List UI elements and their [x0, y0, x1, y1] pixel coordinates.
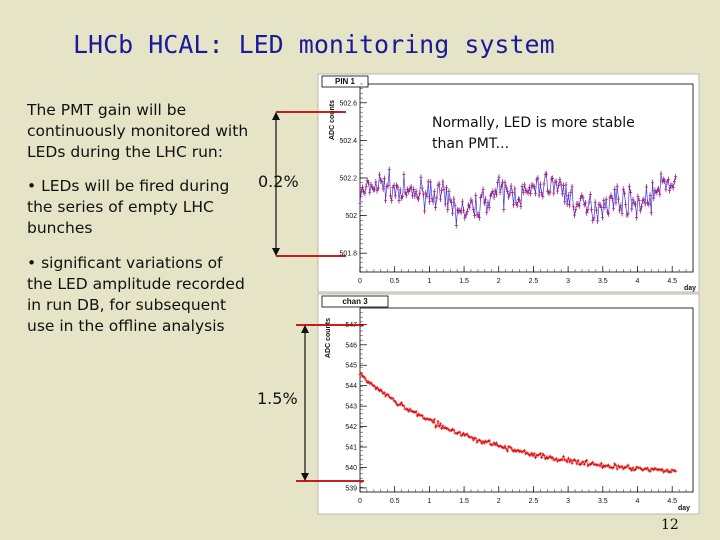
bullet-line: bunches [27, 219, 93, 237]
y-tick-label: 502.6 [339, 100, 357, 107]
x-tick-label: 4.5 [667, 278, 677, 285]
y-tick-label: 501.8 [339, 251, 357, 258]
pin1-xlabel: day [684, 285, 696, 292]
chan3-plot-border [317, 293, 700, 515]
x-tick-label: 0 [358, 278, 362, 285]
page-number: 12 [661, 517, 679, 533]
bullet-line: use in the offline analysis [27, 317, 225, 335]
arrow-head-down [301, 473, 309, 481]
x-tick-label: 4 [636, 278, 640, 285]
pin1-plot-background [318, 74, 699, 292]
pin1-ylabel: ADC counts [329, 100, 336, 140]
x-tick-label: 3 [566, 498, 570, 505]
y-tick-label: 543 [345, 404, 357, 411]
pin1-title: PIN 1 [335, 77, 356, 86]
pin1-title-box [321, 75, 369, 88]
x-tick-label: 4.5 [667, 498, 677, 505]
x-tick-label: 0 [358, 498, 362, 505]
chan3-title: chan 3 [342, 297, 368, 306]
bullet-line: in run DB, for subsequent [27, 296, 227, 314]
y-tick-label: 540 [345, 465, 357, 472]
intro-line: LEDs during the LHC run: [27, 143, 223, 161]
y-tick-label: 545 [345, 363, 357, 370]
x-tick-label: 0.5 [390, 278, 400, 285]
arrow-head-down [272, 248, 280, 256]
arrow-head-up [301, 325, 309, 333]
variation-top-label: 0.2% [258, 172, 299, 191]
y-tick-label: 546 [345, 342, 357, 349]
bullet-line: • significant variations of [27, 254, 223, 272]
x-tick-label: 2.5 [529, 278, 539, 285]
x-tick-label: 1 [427, 278, 431, 285]
x-tick-label: 3.5 [598, 498, 608, 505]
slide-title: LHCb HCAL: LED monitoring system [73, 30, 555, 59]
x-tick-label: 4 [636, 498, 640, 505]
bullet-line: • LEDs will be fired during [27, 177, 230, 195]
bullet-line: the series of empty LHC [27, 198, 214, 216]
chan3-ylabel: ADC counts [325, 318, 332, 358]
stability-note: Normally, LED is more stable than PMT... [432, 115, 635, 152]
x-tick-label: 2 [497, 498, 501, 505]
chan3-plot-background [318, 294, 699, 514]
x-tick-label: 1 [427, 498, 431, 505]
chan3-title-box [321, 295, 389, 308]
y-tick-label: 544 [345, 383, 357, 390]
x-tick-label: 1.5 [459, 498, 469, 505]
arrow-head-up [272, 112, 280, 120]
y-tick-label: 539 [345, 485, 357, 492]
intro-text: The PMT gain will be continuously monito… [27, 100, 248, 163]
x-tick-label: 1.5 [459, 278, 469, 285]
y-tick-label: 542 [345, 424, 357, 431]
pin1-plot-border [317, 73, 700, 293]
chan3-xlabel: day [678, 505, 690, 512]
y-tick-label: 502 [345, 213, 357, 220]
x-tick-label: 0.5 [390, 498, 400, 505]
y-tick-label: 502.2 [339, 176, 357, 183]
pin1-plot: PIN 1 ADC counts day 0 0.5 1 1.5 2 2.5 3 3.5 4 4.… [317, 73, 700, 293]
x-tick-label: 3 [566, 278, 570, 285]
x-tick-label: 3.5 [598, 278, 608, 285]
y-tick-label: 541 [345, 445, 357, 452]
chan3-plot: chan 3 ADC counts day 0 0.5 1 1.5 2 2.5 3 3.5 4 4… [317, 293, 700, 515]
bullet-line: the LED amplitude recorded [27, 275, 245, 293]
intro-line: The PMT gain will be [27, 101, 187, 119]
variation-bottom-label: 1.5% [257, 389, 298, 408]
x-tick-label: 2 [497, 278, 501, 285]
annotation-markers [272, 111, 364, 482]
x-tick-label: 2.5 [529, 498, 539, 505]
y-tick-label: 502.4 [339, 138, 357, 145]
bullet-empty-bunches: • LEDs will be fired during the series o… [27, 176, 229, 239]
intro-line: continuously monitored with [27, 122, 249, 140]
bullet-run-db: • significant variations of the LED ampl… [27, 253, 245, 337]
